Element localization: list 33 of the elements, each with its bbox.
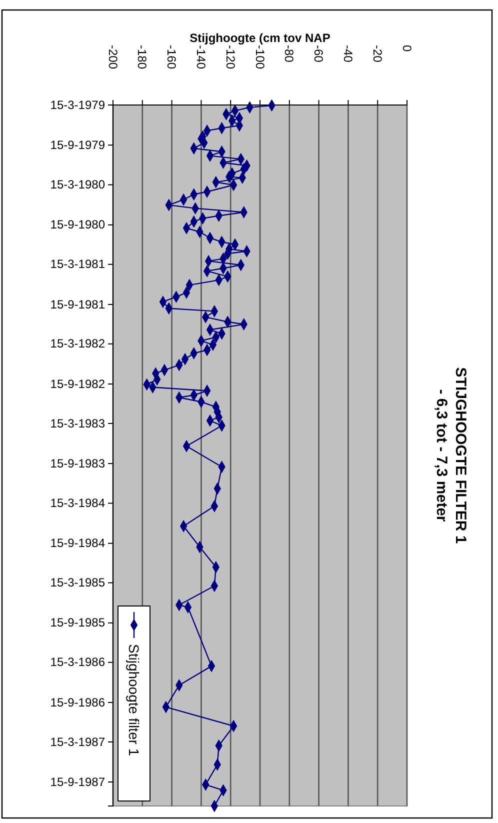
- y-tick-label: 15-9-1987: [50, 774, 106, 789]
- y-tick-label: 15-3-1983: [50, 416, 106, 430]
- x-tick-label: -20: [370, 45, 384, 63]
- y-axis-title: Stijghoogte (cm tov NAP: [190, 31, 330, 45]
- x-tick-label: -180: [135, 45, 150, 70]
- y-tick-label: 15-3-1984: [50, 496, 106, 510]
- y-tick-label: 15-9-1981: [50, 297, 106, 312]
- y-tick-label: 15-3-1985: [50, 576, 106, 590]
- y-tick-label: 15-3-1987: [50, 734, 106, 749]
- y-tick-label: 15-3-1982: [50, 336, 106, 351]
- x-tick-label: -60: [312, 45, 326, 63]
- y-tick-label: 15-9-1982: [50, 376, 106, 391]
- text: STIJGHOOGTE FILTER 1: [452, 367, 469, 544]
- x-tick-label: -120: [223, 45, 238, 70]
- y-tick-label: 15-3-1979: [50, 98, 106, 112]
- y-tick-label: 15-9-1979: [50, 138, 106, 152]
- y-tick-label: 15-3-1980: [50, 178, 106, 192]
- legend-label: Stijghoogte filter 1: [126, 644, 142, 756]
- x-tick-label: 0: [400, 45, 414, 52]
- x-tick-label: -160: [164, 45, 179, 70]
- y-tick-label: 15-3-1986: [50, 655, 106, 670]
- x-tick-label: -200: [106, 45, 120, 70]
- y-tick-label: 15-9-1980: [50, 218, 106, 232]
- x-tick-label: -100: [252, 45, 267, 70]
- y-tick-label: 15-9-1986: [50, 695, 106, 710]
- x-tick-label: -80: [282, 45, 296, 63]
- y-tick-label: 15-9-1983: [50, 456, 106, 470]
- x-tick-label: -140: [194, 45, 208, 70]
- y-tick-label: 15-9-1985: [50, 616, 106, 630]
- y-tick-label: 15-3-1981: [50, 257, 106, 272]
- text: - 6,3 tot - 7,3 meter: [433, 389, 450, 522]
- x-tick-label: -40: [341, 45, 355, 63]
- y-tick-label: 15-9-1984: [50, 536, 106, 550]
